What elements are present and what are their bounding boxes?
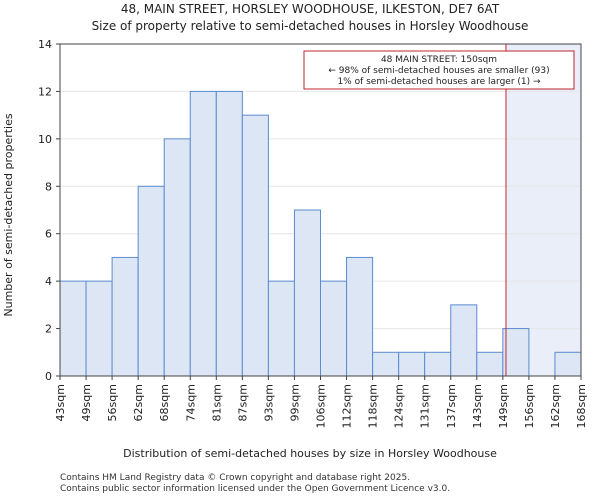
bar [398, 351, 426, 377]
x-tick-label: 112sqm [341, 384, 354, 428]
bars [59, 90, 582, 377]
y-axis-ticks: 0 2 4 6 8 10 12 14 [38, 38, 60, 383]
bar [424, 351, 452, 377]
bar [554, 351, 582, 377]
annotation-line1: 48 MAIN STREET: 150sqm [381, 55, 497, 65]
annotation-frame [303, 50, 575, 90]
bar [476, 351, 504, 377]
x-tick-label: 106sqm [315, 384, 328, 428]
bar [59, 280, 87, 377]
annotation-line2: ← 98% of semi-detached houses are smalle… [328, 66, 549, 76]
y-axis-label: Number of semi-detached properties [2, 113, 15, 316]
bar [450, 304, 478, 377]
y-tick-label: 4 [45, 275, 52, 288]
x-tick-label: 68sqm [158, 384, 171, 421]
bar [293, 209, 322, 377]
y-tick-label: 10 [38, 133, 52, 146]
bar [241, 114, 269, 377]
y-tick-label: 0 [45, 370, 52, 383]
x-tick-label: 118sqm [367, 384, 380, 428]
bar [372, 351, 400, 377]
chart-title: 48, MAIN STREET, HORSLEY WOODHOUSE, ILKE… [121, 2, 500, 16]
footer-line1: Contains HM Land Registry data © Crown c… [60, 473, 411, 483]
x-tick-label: 137sqm [445, 384, 458, 428]
x-tick-label: 74sqm [184, 384, 197, 421]
x-tick-label: 62sqm [132, 384, 145, 421]
x-axis-label: Distribution of semi-detached houses by … [123, 447, 497, 460]
bar [189, 90, 217, 377]
bar [320, 280, 348, 377]
y-tick-label: 12 [38, 85, 52, 98]
annotation-box: 48 MAIN STREET: 150sqm ← 98% of semi-det… [303, 50, 575, 90]
x-tick-label: 149sqm [497, 384, 510, 428]
x-tick-label: 131sqm [419, 384, 432, 428]
footer-line2: Contains public sector information licen… [60, 484, 451, 494]
annotation-line3: 1% of semi-detached houses are larger (1… [337, 77, 541, 87]
x-tick-label: 162sqm [549, 384, 562, 428]
x-axis-ticks: 43sqm 49sqm 56sqm 62sqm 68sqm 74sqm 81sqm 87sqm… [54, 376, 588, 428]
bar [111, 256, 139, 377]
x-tick-label: 156sqm [523, 384, 536, 428]
chart-subtitle: Size of property relative to semi-detach… [92, 19, 529, 33]
bar [137, 185, 165, 377]
y-tick-label: 14 [38, 38, 52, 51]
x-tick-label: 49sqm [80, 384, 93, 421]
bar [346, 256, 374, 377]
y-tick-label: 8 [45, 180, 52, 193]
y-tick-label: 2 [45, 323, 52, 336]
bar [163, 138, 191, 377]
larger-region-highlight [505, 44, 581, 376]
x-tick-label: 143sqm [471, 384, 484, 428]
x-tick-label: 81sqm [210, 384, 223, 421]
y-tick-label: 6 [45, 228, 52, 241]
bar [267, 280, 295, 377]
bar [85, 280, 113, 377]
bar [502, 328, 530, 377]
x-tick-label: 99sqm [288, 384, 301, 421]
x-tick-label: 56sqm [106, 384, 119, 421]
bar [215, 90, 243, 377]
x-tick-label: 168sqm [575, 384, 588, 428]
x-tick-label: 87sqm [236, 384, 249, 421]
x-tick-label: 43sqm [54, 384, 67, 421]
x-tick-label: 93sqm [262, 384, 275, 421]
x-tick-label: 124sqm [393, 384, 406, 428]
